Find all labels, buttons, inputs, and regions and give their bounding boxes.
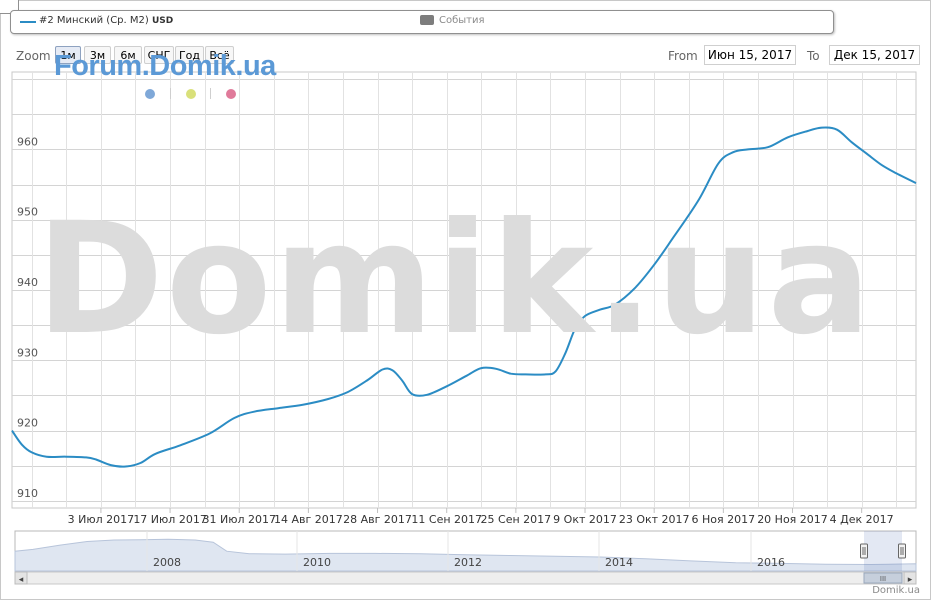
x-tick-label: 17 Июл 2017 xyxy=(133,513,207,526)
zoom-button-6m[interactable]: 6м xyxy=(114,46,142,64)
credit-link[interactable]: Domik.ua xyxy=(872,585,920,596)
to-date-input[interactable]: Дек 15, 2017 xyxy=(829,45,920,65)
zoom-button-all[interactable]: Всё xyxy=(205,46,234,64)
watermark-text: Domik.ua xyxy=(36,190,874,369)
brand-dot-separator xyxy=(210,88,211,99)
scroll-right-arrow-icon: ▸ xyxy=(908,575,913,585)
x-tick-label: 31 Июл 2017 xyxy=(202,513,276,526)
zoom-label: Zoom xyxy=(16,49,51,63)
navigator-year-label: 2008 xyxy=(153,556,181,569)
from-label: From xyxy=(668,49,698,63)
zoom-button-year[interactable]: Год xyxy=(175,46,204,64)
x-tick-label: 9 Окт 2017 xyxy=(553,513,617,526)
series-line[interactable] xyxy=(11,126,917,468)
x-tick-label: 20 Ноя 2017 xyxy=(757,513,828,526)
brand-dot-pink xyxy=(226,89,236,99)
zoom-button-3m[interactable]: 3м xyxy=(84,46,111,64)
forum-brand-logo: Forum.Domik.ua xyxy=(54,50,276,82)
scroll-left-arrow-icon: ◂ xyxy=(19,575,24,585)
x-tick-label: 14 Авг 2017 xyxy=(274,513,343,526)
zoom-button-1m[interactable]: 1м xyxy=(55,46,81,64)
x-tick-label: 4 Дек 2017 xyxy=(830,513,894,526)
navigator-area xyxy=(14,538,917,572)
y-tick-label: 960 xyxy=(17,135,38,148)
navigator-year-label: 2010 xyxy=(303,556,331,569)
x-tick-label: 25 Сен 2017 xyxy=(481,513,552,526)
navigator-year-label: 2012 xyxy=(454,556,482,569)
scrollbar-grip-icon: III xyxy=(880,575,886,583)
y-tick-label: 950 xyxy=(17,206,38,219)
x-tick-label: 3 Июл 2017 xyxy=(68,513,135,526)
navigator-selection[interactable] xyxy=(864,531,902,571)
navigator-year-label: 2016 xyxy=(757,556,785,569)
scroll-right-button[interactable] xyxy=(903,571,917,585)
y-tick-label: 920 xyxy=(17,417,38,430)
legend-events-swatch[interactable] xyxy=(420,15,434,25)
y-tick-label: 910 xyxy=(17,487,38,500)
scroll-left-button[interactable] xyxy=(14,571,28,585)
navigator-year-label: 2014 xyxy=(605,556,633,569)
legend: #2 Минский (Ср. М2) USD События xyxy=(10,10,834,34)
navigator-handle[interactable] xyxy=(860,543,868,559)
brand-dot-blue xyxy=(145,89,155,99)
legend-events-label[interactable]: События xyxy=(439,15,485,26)
navigator-handle[interactable] xyxy=(898,543,906,559)
brand-dot-yellow xyxy=(186,89,196,99)
legend-series-label: #2 Минский (Ср. М2) xyxy=(39,15,149,26)
scrollbar-track[interactable] xyxy=(14,571,917,585)
brand-dot-separator xyxy=(170,88,171,99)
x-tick-label: 11 Сен 2017 xyxy=(411,513,482,526)
x-tick-label: 28 Авг 2017 xyxy=(343,513,412,526)
x-tick-label: 23 Окт 2017 xyxy=(619,513,690,526)
legend-series-unit: USD xyxy=(151,16,174,26)
to-label: To xyxy=(807,49,820,63)
from-date-input[interactable]: Июн 15, 2017 xyxy=(704,45,796,65)
y-tick-label: 940 xyxy=(17,276,38,289)
legend-series-line[interactable] xyxy=(20,21,36,23)
y-tick-label: 930 xyxy=(17,346,38,359)
scrollbar-thumb[interactable] xyxy=(863,572,903,584)
legend-series-item[interactable]: #2 Минский (Ср. М2) USD xyxy=(39,15,173,26)
x-tick-label: 6 Ноя 2017 xyxy=(692,513,756,526)
zoom-button-ytd[interactable]: СНГ xyxy=(144,46,174,64)
